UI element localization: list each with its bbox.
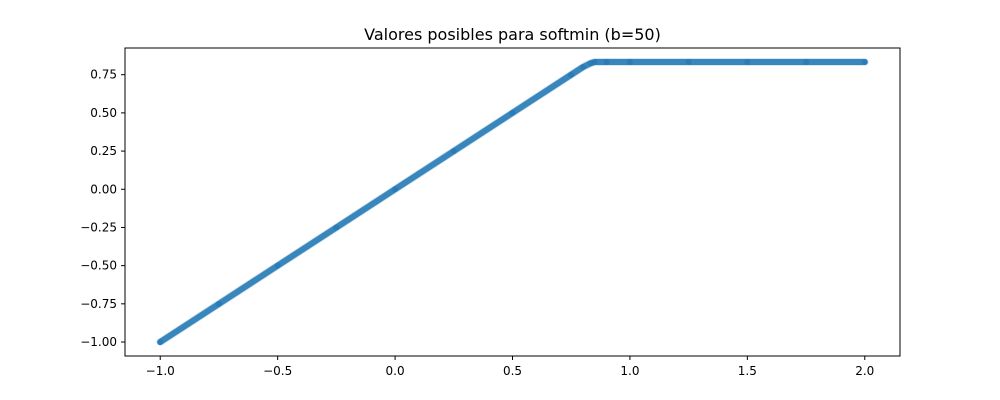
data-point xyxy=(579,64,586,71)
data-point xyxy=(591,59,598,66)
series-halo xyxy=(156,58,869,346)
y-tick-label: −0.75 xyxy=(80,297,117,311)
data-point xyxy=(157,339,164,346)
data-point xyxy=(861,59,868,66)
data-point xyxy=(603,59,610,66)
chart-title: Valores posibles para softmin (b=50) xyxy=(364,25,661,44)
x-tick-label: 2.0 xyxy=(855,364,874,378)
x-tick-label: −0.5 xyxy=(263,364,292,378)
y-tick-label: −0.50 xyxy=(80,259,117,273)
data-point xyxy=(568,71,575,78)
data-point xyxy=(685,59,692,66)
y-tick-label: 0.25 xyxy=(90,144,117,158)
data-point xyxy=(274,262,281,269)
y-axis: −1.00 −0.75 −0.50 −0.25 0.00 0.25 0.50 0.75 xyxy=(80,68,125,349)
y-tick-label: −0.25 xyxy=(80,220,117,234)
y-tick-label: 0.75 xyxy=(90,68,117,82)
y-tick-label: 0.50 xyxy=(90,106,117,120)
data-point xyxy=(803,59,810,66)
x-tick-label: 0.5 xyxy=(503,364,522,378)
data-point xyxy=(333,224,340,231)
data-point xyxy=(392,186,399,193)
data-point xyxy=(509,109,516,116)
plot-frame xyxy=(124,47,901,357)
data-point xyxy=(626,59,633,66)
y-tick-label: 0.00 xyxy=(90,182,117,196)
x-tick-label: 0.0 xyxy=(386,364,405,378)
y-tick-label: −1.00 xyxy=(80,335,117,349)
x-tick-label: 1.5 xyxy=(738,364,757,378)
series-line xyxy=(157,59,868,346)
x-axis: −1.0 −0.5 0.0 0.5 1.0 1.5 2.0 xyxy=(146,356,874,378)
data-point xyxy=(450,148,457,155)
data-point xyxy=(215,300,222,307)
data-point xyxy=(744,59,751,66)
series-layer xyxy=(156,58,869,346)
x-tick-label: 1.0 xyxy=(620,364,639,378)
x-tick-label: −1.0 xyxy=(146,364,175,378)
